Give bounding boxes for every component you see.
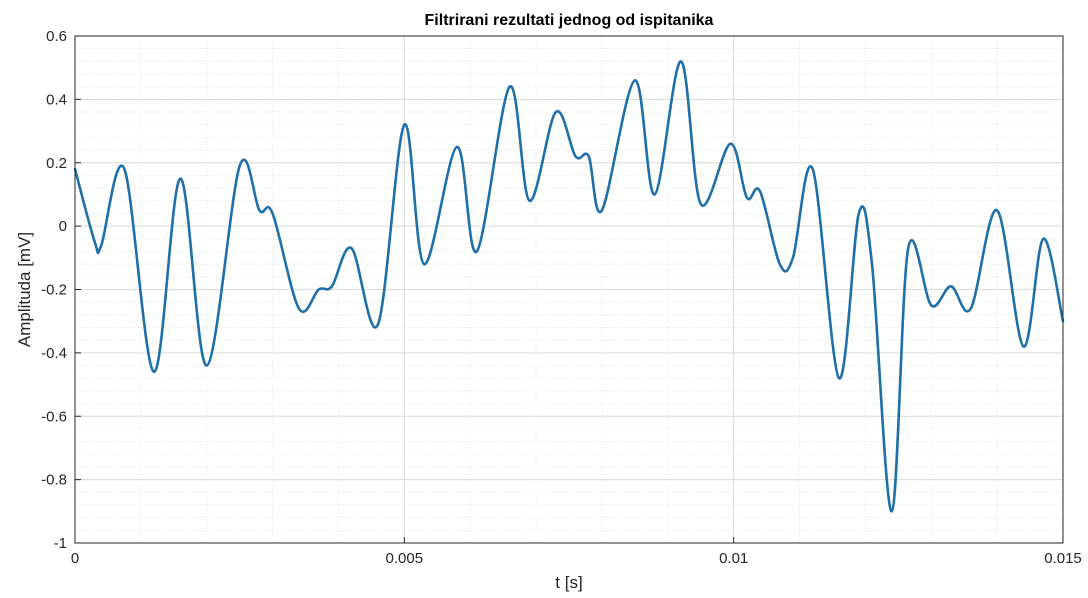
y-tick-label: -1 — [54, 535, 67, 552]
y-tick-label: 0.4 — [46, 91, 67, 108]
chart-title: Filtrirani rezultati jednog od ispitanik… — [425, 12, 714, 29]
y-axis-label: Amplituda [mV] — [15, 232, 34, 347]
y-tick-label: -0.4 — [41, 345, 67, 362]
y-tick-label: 0.6 — [46, 28, 67, 45]
x-tick-label: 0 — [71, 550, 79, 567]
y-tick-label: -0.2 — [41, 282, 67, 299]
series-line — [73, 60, 1065, 513]
y-tick-label: -0.8 — [41, 472, 67, 489]
series-layer — [73, 60, 1065, 513]
x-ticks: 0 0.005 0.01 0.015 — [71, 537, 1082, 567]
x-tick-label: 0.015 — [1044, 550, 1082, 567]
x-tick-label: 0.005 — [386, 550, 424, 567]
y-ticks: -1 -0.8 -0.6 -0.4 -0.2 0 0.2 0.4 0.6 — [41, 28, 81, 552]
x-tick-label: 0.01 — [719, 550, 748, 567]
y-tick-label: -0.6 — [41, 408, 67, 425]
y-tick-label: 0 — [59, 218, 67, 235]
y-tick-label: 0.2 — [46, 155, 67, 172]
x-axis-label: t [s] — [555, 573, 582, 592]
